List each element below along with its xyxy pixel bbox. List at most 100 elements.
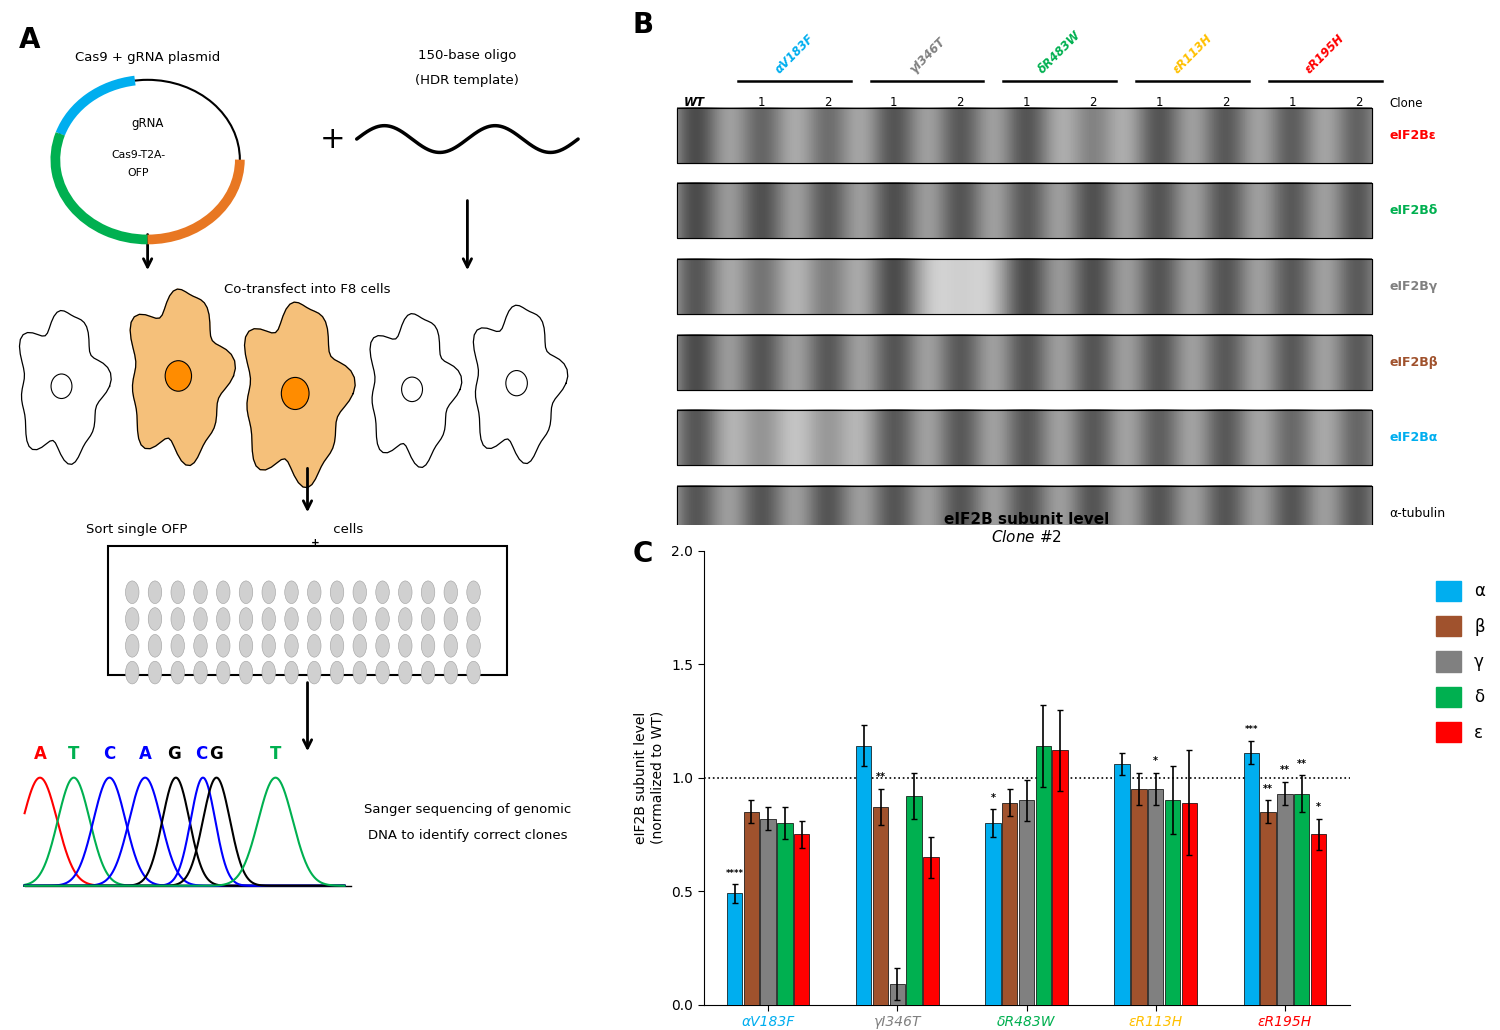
Text: Clone: Clone — [1389, 97, 1423, 110]
Circle shape — [422, 634, 435, 657]
Text: A: A — [138, 745, 152, 763]
Bar — [676, 335, 1371, 389]
Text: (HDR template): (HDR template) — [416, 74, 519, 88]
Circle shape — [422, 608, 435, 630]
Ellipse shape — [282, 377, 309, 410]
Circle shape — [422, 661, 435, 684]
Text: εR195H: εR195H — [1304, 32, 1347, 76]
Circle shape — [466, 581, 480, 604]
Text: C: C — [633, 541, 652, 569]
Circle shape — [444, 581, 458, 604]
Circle shape — [262, 581, 276, 604]
Circle shape — [444, 608, 458, 630]
Ellipse shape — [51, 374, 72, 399]
Circle shape — [285, 581, 298, 604]
Text: εR113H: εR113H — [1170, 32, 1215, 76]
Circle shape — [171, 608, 184, 630]
Text: eIF2Bγ: eIF2Bγ — [1389, 280, 1437, 294]
Circle shape — [399, 608, 412, 630]
Bar — [676, 108, 1371, 163]
Text: Cas9 + gRNA plasmid: Cas9 + gRNA plasmid — [75, 52, 220, 65]
Circle shape — [444, 661, 458, 684]
Circle shape — [126, 581, 140, 604]
Text: Sanger sequencing of genomic: Sanger sequencing of genomic — [364, 803, 572, 817]
Bar — [676, 486, 1371, 541]
Circle shape — [399, 581, 412, 604]
Circle shape — [262, 661, 276, 684]
Text: 2: 2 — [957, 96, 964, 108]
Text: 150-base oligo: 150-base oligo — [419, 49, 516, 63]
Bar — [676, 410, 1371, 466]
Bar — [676, 259, 1371, 314]
Circle shape — [194, 634, 207, 657]
Circle shape — [171, 634, 184, 657]
Circle shape — [148, 581, 162, 604]
Text: OFP: OFP — [128, 168, 148, 178]
Circle shape — [194, 608, 207, 630]
Circle shape — [285, 661, 298, 684]
Bar — [676, 410, 1371, 466]
Circle shape — [376, 608, 390, 630]
Circle shape — [285, 608, 298, 630]
Circle shape — [238, 581, 254, 604]
Circle shape — [376, 661, 390, 684]
Text: gRNA: gRNA — [132, 117, 164, 130]
Bar — [676, 335, 1371, 389]
Text: α-tubulin: α-tubulin — [1389, 507, 1446, 520]
Circle shape — [285, 634, 298, 657]
Text: γI346T: γI346T — [906, 35, 948, 76]
Circle shape — [171, 661, 184, 684]
Circle shape — [126, 661, 140, 684]
Text: 2: 2 — [1089, 96, 1096, 108]
Ellipse shape — [506, 371, 528, 396]
Circle shape — [330, 581, 344, 604]
Text: 1: 1 — [1288, 96, 1296, 108]
Polygon shape — [370, 313, 462, 468]
Circle shape — [126, 634, 140, 657]
Circle shape — [216, 581, 229, 604]
Text: δR483W: δR483W — [1036, 29, 1083, 76]
Text: G: G — [210, 745, 224, 763]
Circle shape — [238, 634, 254, 657]
Circle shape — [466, 661, 480, 684]
Circle shape — [352, 634, 366, 657]
Circle shape — [466, 608, 480, 630]
Circle shape — [194, 661, 207, 684]
Text: Sort single OFP: Sort single OFP — [86, 523, 188, 537]
Legend: α, β, γ, δ, ε: α, β, γ, δ, ε — [1430, 574, 1491, 749]
FancyBboxPatch shape — [108, 546, 507, 675]
Text: T: T — [270, 745, 280, 763]
Circle shape — [399, 661, 412, 684]
Text: Cas9-T2A-: Cas9-T2A- — [111, 149, 165, 160]
Polygon shape — [20, 310, 111, 465]
Polygon shape — [244, 302, 356, 487]
Text: eIF2Bα: eIF2Bα — [1389, 432, 1437, 444]
Circle shape — [330, 661, 344, 684]
Circle shape — [352, 608, 366, 630]
Circle shape — [216, 634, 229, 657]
Circle shape — [330, 608, 344, 630]
Text: 1: 1 — [1023, 96, 1031, 108]
Circle shape — [262, 608, 276, 630]
Text: 2: 2 — [1354, 96, 1362, 108]
Circle shape — [308, 634, 321, 657]
Text: DNA to identify correct clones: DNA to identify correct clones — [368, 829, 567, 843]
Circle shape — [171, 581, 184, 604]
Text: T: T — [68, 745, 80, 763]
Text: 2: 2 — [1222, 96, 1230, 108]
Circle shape — [148, 634, 162, 657]
Text: +: + — [320, 125, 345, 153]
Circle shape — [216, 661, 229, 684]
Circle shape — [330, 634, 344, 657]
Circle shape — [444, 634, 458, 657]
Circle shape — [238, 661, 254, 684]
Text: B: B — [633, 10, 654, 38]
Circle shape — [148, 661, 162, 684]
Circle shape — [399, 634, 412, 657]
Bar — [676, 486, 1371, 541]
Circle shape — [148, 608, 162, 630]
Text: 2: 2 — [824, 96, 831, 108]
Circle shape — [308, 581, 321, 604]
Text: WT: WT — [684, 96, 705, 108]
Circle shape — [308, 661, 321, 684]
